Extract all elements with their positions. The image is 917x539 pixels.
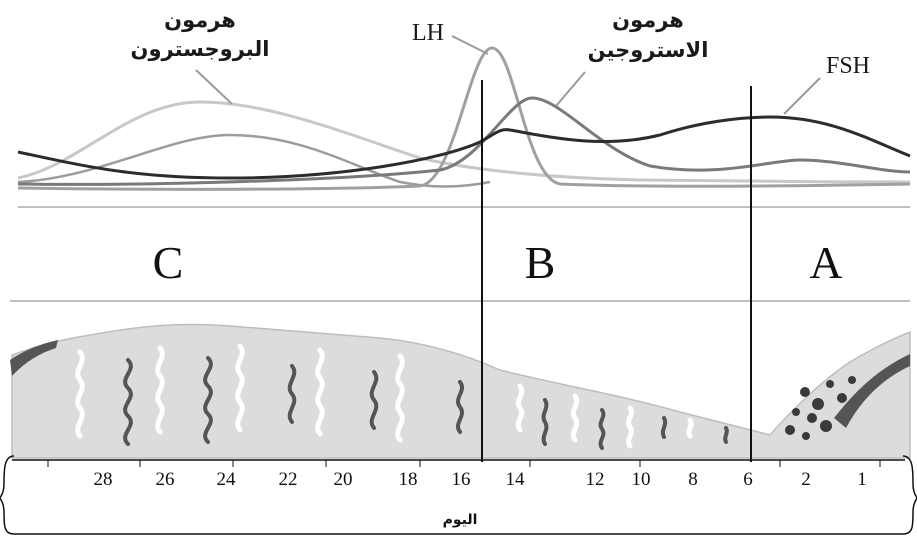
day-tick-18: 18 <box>399 469 418 490</box>
gland <box>75 349 85 439</box>
day-axis-title: اليوم <box>443 512 478 528</box>
day-tick-26: 26 <box>156 469 175 490</box>
gland <box>395 353 405 443</box>
day-tick-22: 22 <box>279 469 298 490</box>
lh-curve <box>17 46 911 191</box>
endometrium-illustration <box>10 323 911 459</box>
gland <box>515 383 525 433</box>
progesterone-label-line1: هرمون <box>164 8 236 32</box>
menstrual-debris <box>785 376 856 440</box>
spiral-artery <box>456 380 464 434</box>
day-tick-10: 10 <box>632 469 651 490</box>
day-tick-1: 1 <box>857 469 867 490</box>
phase-label-c: C <box>153 237 184 288</box>
gland <box>570 393 580 443</box>
debris <box>800 387 810 397</box>
day-tick-16: 16 <box>452 469 471 490</box>
debris <box>812 398 824 410</box>
gland <box>626 405 634 449</box>
spiral-artery <box>723 426 729 444</box>
estrogen-pointer <box>555 71 586 107</box>
spiral-artery <box>660 416 668 439</box>
hormone-curves <box>17 46 911 191</box>
debris <box>820 420 832 432</box>
lh-label: LH <box>412 20 444 46</box>
debris <box>848 376 856 384</box>
debris <box>807 413 817 423</box>
spiral-artery <box>541 398 549 446</box>
gland <box>686 417 694 439</box>
spiral-artery <box>369 370 379 430</box>
phase-label-a: A <box>809 237 842 288</box>
day-tick-8: 8 <box>688 469 698 490</box>
progesterone-label-line2: البروجسترون <box>131 37 270 61</box>
debris <box>802 432 810 440</box>
estrogen-label-line2: الاستروجين <box>588 38 709 62</box>
lh-pointer <box>451 35 489 55</box>
fsh-label: FSH <box>826 53 870 79</box>
debris <box>826 380 834 388</box>
axis-minor-ticks <box>47 460 881 467</box>
spiral-artery <box>287 364 297 424</box>
day-tick-24: 24 <box>217 469 237 490</box>
gland <box>315 347 325 437</box>
day-tick-28: 28 <box>94 469 113 490</box>
gland <box>155 345 165 435</box>
progesterone-curve <box>17 100 911 184</box>
phase-label-b: B <box>525 237 556 288</box>
debris <box>785 425 795 435</box>
spiral-artery <box>598 408 606 450</box>
spiral-artery <box>203 356 213 444</box>
fsh-pointer <box>783 77 821 115</box>
day-tick-6: 6 <box>743 469 753 490</box>
progesterone-pointer <box>195 69 233 105</box>
debris <box>792 408 800 416</box>
spiral-arteries <box>123 356 729 450</box>
estrogen-curve <box>17 96 911 186</box>
day-tick-20: 20 <box>334 469 353 490</box>
progesterone-curve-secondary <box>17 133 491 188</box>
debris <box>837 393 847 403</box>
day-tick-2: 2 <box>801 469 811 490</box>
day-tick-12: 12 <box>586 469 605 490</box>
gland <box>235 343 245 433</box>
estrogen-label-line1: هرمون <box>612 8 684 32</box>
endometrium-dark-edge-right <box>834 354 910 428</box>
day-axis-brace <box>0 455 917 535</box>
spiral-artery <box>123 358 133 446</box>
day-tick-14: 14 <box>506 469 526 490</box>
fsh-curve <box>17 115 911 180</box>
label-pointers <box>195 35 821 115</box>
glands <box>75 343 694 449</box>
day-axis: 28 26 24 22 20 18 16 14 12 10 8 6 2 1 ال… <box>0 455 917 535</box>
endometrium-dark-edge-left <box>10 340 58 376</box>
